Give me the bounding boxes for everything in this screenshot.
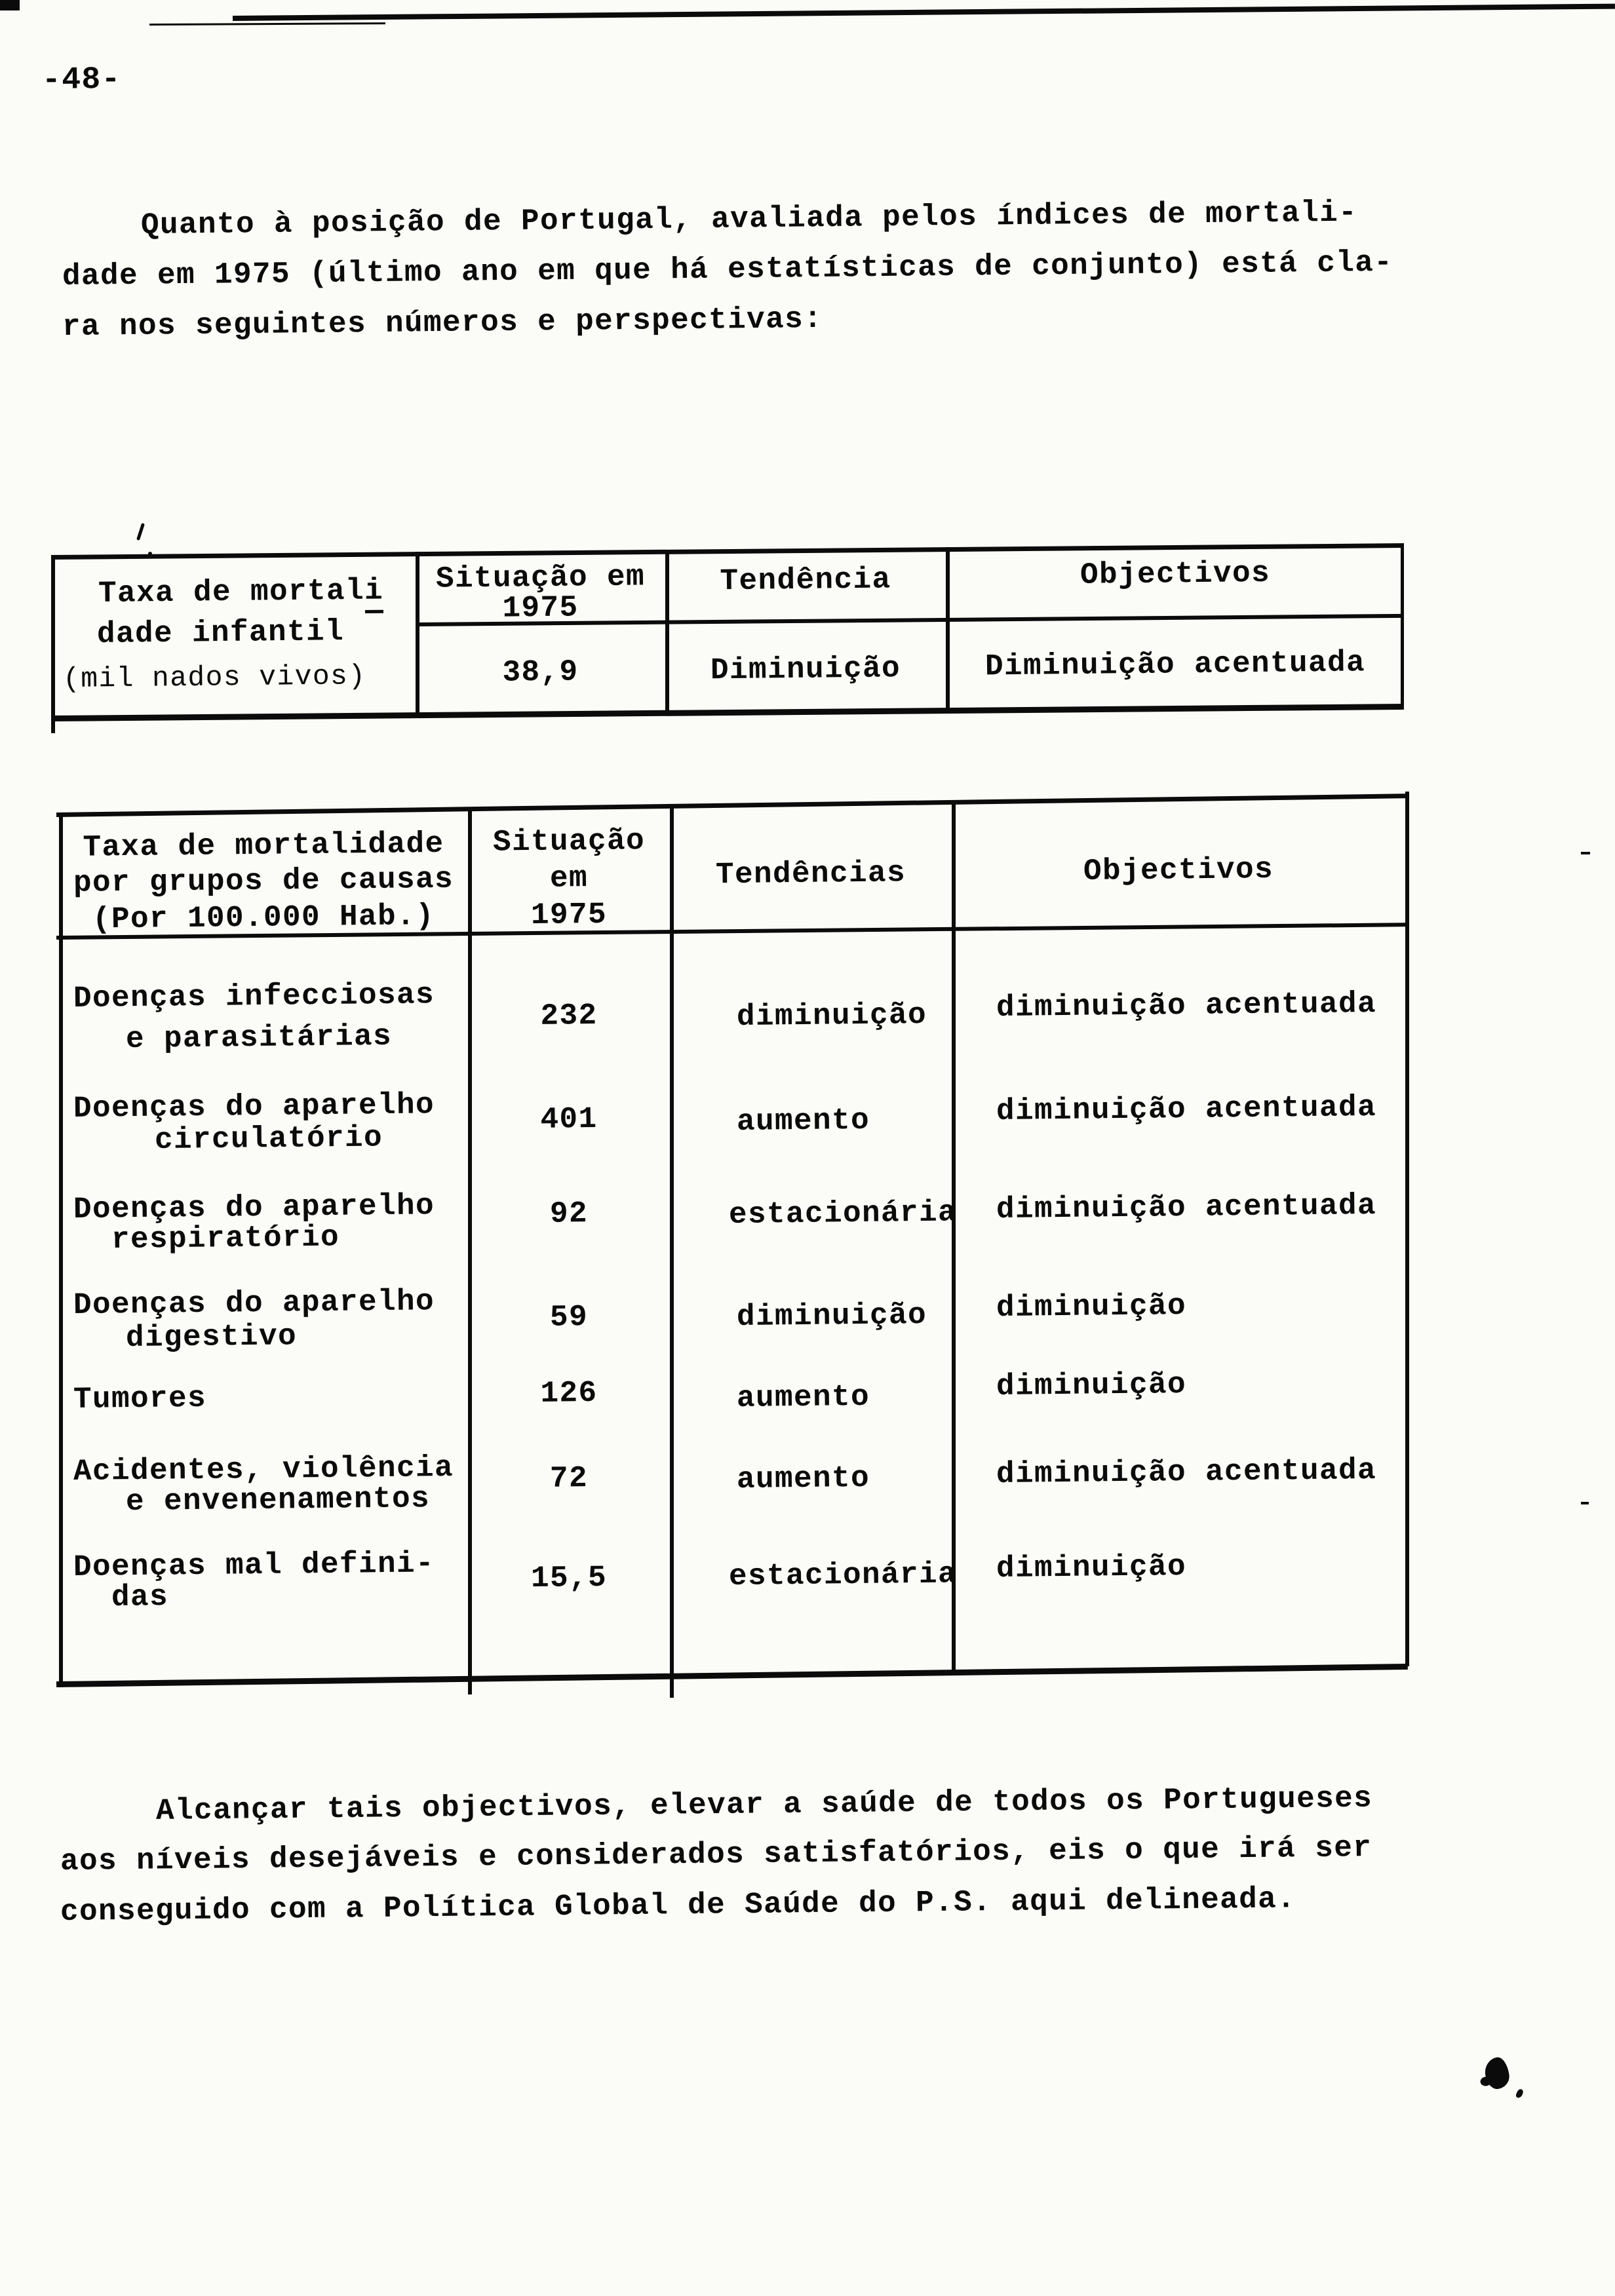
cell-cause: Doenças infecciosas: [73, 978, 435, 1016]
table-border-right: [1405, 792, 1409, 1666]
table-column-divider: [946, 547, 950, 708]
column-header-situation: Situação: [492, 824, 646, 860]
table-border-bottom: [50, 703, 1404, 721]
column-header-situation-year: 1975: [502, 590, 579, 626]
column-header-objectives: Objectivos: [1083, 852, 1274, 889]
cell-cause: digestivo: [125, 1319, 298, 1355]
cell-trend: aumento: [736, 1379, 870, 1415]
cell-cause: e envenenamentos: [125, 1482, 431, 1519]
cell-value: 126: [540, 1375, 598, 1411]
cell-cause: respiratório: [111, 1220, 340, 1257]
scan-edge-line-tail: [149, 22, 386, 26]
paragraph-line: ra nos seguintes números e perspectivas:: [62, 301, 823, 344]
cell-objective: diminuição: [996, 1549, 1187, 1586]
scan-edge-line: [232, 3, 1615, 21]
cell-value: 72: [549, 1461, 589, 1496]
row-header-line: dade infantil: [96, 615, 345, 651]
cell-objective: diminuição: [996, 1367, 1187, 1404]
cell-cause: e parasitárias: [125, 1019, 393, 1056]
scan-corner-mark: [0, 0, 20, 10]
cell-value: 401: [540, 1101, 598, 1137]
column-header-trends: Tendências: [715, 856, 906, 892]
table-column-divider: [670, 807, 674, 1698]
cell-trend: estacionária: [728, 1195, 958, 1232]
row-header-line: (mil nados vivos): [62, 660, 366, 695]
column-header-situation-year: 1975: [530, 897, 608, 932]
cell-cause: Tumores: [73, 1381, 207, 1417]
cell-value: 15,5: [530, 1560, 608, 1596]
margin-speck: [1581, 1502, 1589, 1504]
column-header-cause: Taxa de mortalidade: [83, 826, 444, 865]
paragraph-line: Quanto à posição de Portugal, avaliada p…: [140, 195, 1358, 242]
row-header-line: Taxa de mortali: [98, 573, 384, 611]
cell-objective: diminuição: [996, 1288, 1187, 1325]
ink-blot-speck: [1515, 2088, 1525, 2099]
cell-cause: Doenças do aparelho: [73, 1088, 435, 1126]
cell-cause: circulatório: [154, 1120, 383, 1157]
paragraph-line: dade em 1975 (último ano em que há estat…: [62, 245, 1393, 294]
column-header-cause: por grupos de causas: [73, 862, 454, 900]
margin-speck: [1581, 852, 1590, 854]
cell-value: 232: [540, 998, 598, 1033]
cell-trend: aumento: [736, 1103, 870, 1139]
page-number: -48-: [41, 62, 122, 98]
table-border-right: [1401, 543, 1404, 706]
paragraph-line: aos níveis desejáveis e considerados sat…: [60, 1831, 1372, 1879]
pen-tick-mark: [136, 522, 146, 541]
cell-objective: diminuição acentuada: [996, 1453, 1377, 1491]
column-header-objectives: Objectivos: [1080, 556, 1271, 592]
paragraph-line: conseguido com a Política Global de Saúd…: [60, 1882, 1296, 1929]
table-border-left: [51, 555, 55, 733]
cell-value: 92: [549, 1196, 589, 1231]
column-header-situation: Situação em: [435, 560, 646, 596]
cell-cause: Doenças mal defini-: [73, 1546, 435, 1584]
table-column-divider: [952, 804, 956, 1675]
cell-objective: Diminuição acentuada: [984, 645, 1366, 684]
cell-cause: Doenças do aparelho: [73, 1189, 435, 1227]
cell-value: 59: [549, 1300, 589, 1335]
cell-trend: estacionária: [728, 1557, 958, 1594]
column-header-trend: Tendência: [720, 562, 891, 599]
column-header-situation: em: [549, 861, 589, 896]
table-column-divider: [468, 809, 472, 1694]
table-border-left: [59, 813, 63, 1687]
cell-trend: diminuição: [736, 1297, 927, 1334]
cell-trend: diminuição: [736, 997, 927, 1034]
column-header-cause: (Por 100.000 Hab.): [92, 899, 435, 937]
hyphenation-underline: [364, 609, 384, 613]
cell-objective: diminuição acentuada: [996, 986, 1377, 1025]
cell-value: 38,9: [502, 655, 579, 690]
cell-trend: Diminuição: [710, 651, 901, 688]
cell-objective: diminuição acentuada: [996, 1090, 1377, 1128]
ink-blot: [1483, 2056, 1511, 2091]
table-border-bottom: [56, 1664, 1408, 1687]
table-column-divider: [665, 550, 669, 711]
table-border-top: [56, 794, 1409, 817]
cell-cause: Doenças do aparelho: [73, 1284, 435, 1322]
cell-trend: aumento: [736, 1461, 870, 1497]
table-column-divider: [416, 552, 419, 713]
paragraph-line: Alcançar tais objectivos, elevar a saúde…: [155, 1781, 1373, 1828]
cell-cause: das: [111, 1580, 169, 1615]
cell-objective: diminuição acentuada: [996, 1188, 1377, 1227]
